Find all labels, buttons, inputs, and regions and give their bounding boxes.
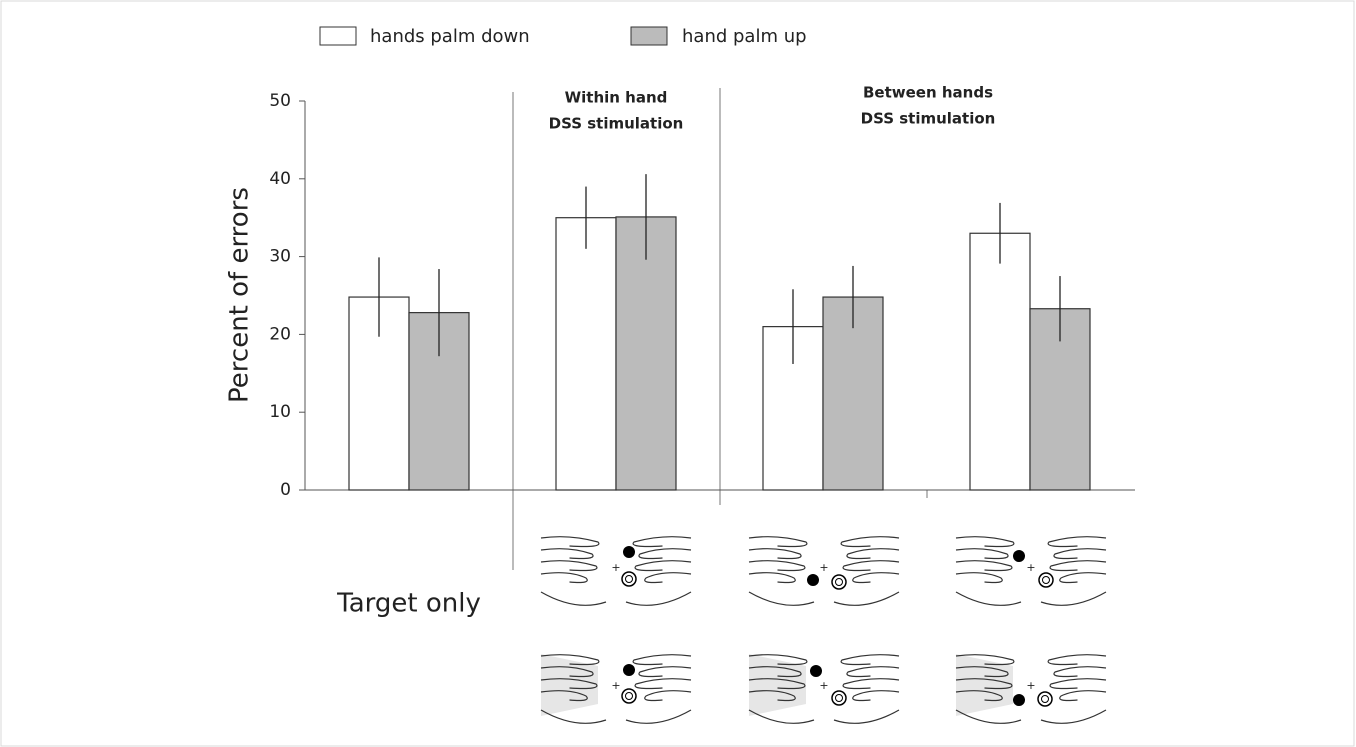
stim-dot <box>623 664 635 676</box>
legend-label: hands palm down <box>370 26 530 47</box>
y-tick-label: 50 <box>269 91 291 111</box>
thumb <box>626 592 691 605</box>
finger <box>639 667 691 677</box>
finger <box>639 549 691 559</box>
finger <box>633 655 691 665</box>
finger <box>1054 549 1106 559</box>
finger <box>633 537 691 547</box>
hand-illustrations: + + + + + + <box>541 537 1106 724</box>
legend-swatch <box>320 27 356 45</box>
finger <box>843 561 899 571</box>
stim-dot <box>1013 550 1025 562</box>
finger <box>853 691 899 701</box>
fixation: + <box>611 561 620 574</box>
finger <box>1054 667 1106 677</box>
finger <box>749 573 795 583</box>
annotation: DSS stimulation <box>861 110 996 128</box>
finger <box>956 561 1012 571</box>
finger <box>841 655 899 665</box>
finger <box>1050 561 1106 571</box>
chart: hands palm down hand palm up Percent of … <box>0 0 1356 747</box>
finger <box>853 573 899 583</box>
y-axis-title: Percent of errors <box>225 187 255 403</box>
thumb <box>1041 592 1106 605</box>
thumb <box>834 592 899 605</box>
fixation: + <box>819 561 828 574</box>
finger <box>1060 573 1106 583</box>
finger <box>541 549 593 559</box>
finger <box>541 561 597 571</box>
hand-shade <box>749 654 806 716</box>
finger <box>956 537 1014 547</box>
fixation: + <box>819 679 828 692</box>
stim-dot <box>1013 694 1025 706</box>
fixation: + <box>1026 561 1035 574</box>
annotation: DSS stimulation <box>549 115 684 133</box>
target-ring <box>832 691 846 705</box>
finger <box>956 573 1002 583</box>
target-ring <box>832 575 846 589</box>
stim-dot <box>623 546 635 558</box>
thumb <box>1041 710 1106 723</box>
finger <box>635 679 691 689</box>
y-tick-label: 20 <box>269 324 291 344</box>
legend-label: hand palm up <box>682 26 807 47</box>
finger <box>749 561 805 571</box>
finger <box>1048 655 1106 665</box>
finger <box>956 549 1008 559</box>
fixation: + <box>611 679 620 692</box>
finger <box>645 573 691 583</box>
finger <box>847 549 899 559</box>
thumb <box>749 592 814 605</box>
annotation: Between hands <box>863 84 993 102</box>
finger <box>1048 537 1106 547</box>
target-ring <box>1039 573 1053 587</box>
annotation: Within hand <box>565 89 668 107</box>
stim-dot <box>807 574 819 586</box>
fixation: + <box>1026 679 1035 692</box>
finger <box>645 691 691 701</box>
x-tick-label: Target only <box>336 589 481 619</box>
finger <box>541 537 599 547</box>
hand-shade <box>956 654 1013 716</box>
finger <box>841 537 899 547</box>
thumb <box>834 710 899 723</box>
bar <box>556 218 616 490</box>
finger <box>1050 679 1106 689</box>
y-tick-label: 0 <box>280 480 291 500</box>
stim-dot <box>810 665 822 677</box>
y-tick-label: 40 <box>269 169 291 189</box>
finger <box>1060 691 1106 701</box>
thumb <box>541 592 606 605</box>
y-tick-label: 30 <box>269 247 291 267</box>
hand-shade <box>541 654 598 716</box>
finger <box>635 561 691 571</box>
finger <box>749 537 807 547</box>
finger <box>749 549 801 559</box>
bar <box>970 233 1030 490</box>
y-tick-label: 10 <box>269 402 291 422</box>
thumb <box>956 592 1021 605</box>
frame <box>1 1 1354 746</box>
finger <box>843 679 899 689</box>
finger <box>541 573 587 583</box>
thumb <box>626 710 691 723</box>
legend-swatch <box>631 27 667 45</box>
target-ring <box>622 689 636 703</box>
target-ring <box>622 572 636 586</box>
target-ring <box>1038 692 1052 706</box>
finger <box>847 667 899 677</box>
